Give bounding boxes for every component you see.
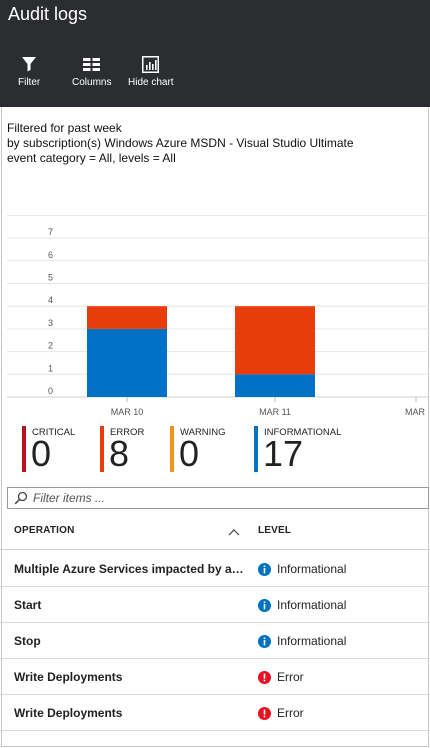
filter-period: Filtered for past week xyxy=(7,121,122,135)
filter-subscription: by subscription(s) Windows Azure MSDN - … xyxy=(7,136,354,150)
search-box[interactable] xyxy=(7,487,429,509)
level-cell: Informational xyxy=(258,562,346,576)
hide-chart-button[interactable]: Hide chart xyxy=(128,55,174,95)
y-tick-label: 6 xyxy=(48,250,53,260)
filter-button[interactable]: Filter xyxy=(18,55,40,95)
filter-summary: Filtered for past week by subscription(s… xyxy=(7,121,354,166)
error-icon xyxy=(258,670,271,684)
summary-label: ERROR xyxy=(110,427,145,438)
info-icon xyxy=(258,634,271,648)
columns-icon xyxy=(83,55,101,73)
bar-informational xyxy=(87,328,167,397)
columns-button[interactable]: Columns xyxy=(72,55,111,95)
operation-cell: Multiple Azure Services impacted by an u… xyxy=(14,562,250,576)
y-tick-label: 4 xyxy=(48,295,53,305)
bar-error xyxy=(87,306,167,329)
blade-header: Audit logs Filter Columns Hide chart xyxy=(0,0,430,107)
level-cell: Error xyxy=(258,670,304,684)
y-tick-label: 1 xyxy=(48,363,53,373)
level-text: Informational xyxy=(277,634,347,648)
y-tick-label: 2 xyxy=(48,341,53,351)
level-text: Informational xyxy=(277,598,347,612)
operation-cell: Write Deployments xyxy=(14,706,123,720)
level-cell: Informational xyxy=(258,598,346,612)
filter-category-levels: event category = All, levels = All xyxy=(7,151,176,165)
filter-icon xyxy=(21,55,37,73)
events-chart: 0 1 2 3 4 5 6 7 MAR 10 MAR 11 MAR xyxy=(7,215,430,417)
level-text: Error xyxy=(277,670,304,684)
summary-color-bar xyxy=(170,426,174,472)
bar-error xyxy=(235,306,315,375)
table-row[interactable]: Stop Informational xyxy=(0,623,430,659)
search-icon xyxy=(14,491,28,510)
level-text: Informational xyxy=(277,562,347,576)
level-cell: Error xyxy=(258,706,304,720)
bar-informational xyxy=(235,374,315,397)
y-tick-label: 0 xyxy=(48,386,53,396)
level-cell: Informational xyxy=(258,634,346,648)
summary-color-bar xyxy=(100,426,104,472)
operation-cell: Stop xyxy=(14,634,41,648)
summary-color-bar xyxy=(254,426,258,472)
columns-label: Columns xyxy=(72,77,112,88)
column-header-operation[interactable]: OPERATION xyxy=(14,525,75,536)
y-tick-label: 3 xyxy=(48,318,53,328)
operation-cell: Start xyxy=(14,598,42,612)
summary-count: 0 xyxy=(179,433,200,474)
info-icon xyxy=(258,598,271,612)
summary-label: WARNING xyxy=(180,427,226,438)
operation-cell: Write Deployments xyxy=(14,670,123,684)
x-tick-label: MAR 10 xyxy=(111,407,144,417)
y-tick-label: 5 xyxy=(48,273,53,283)
filter-label: Filter xyxy=(18,77,41,88)
summary-count: 17 xyxy=(263,433,304,474)
page-title: Audit logs xyxy=(8,4,88,24)
column-header-level[interactable]: LEVEL xyxy=(258,525,292,536)
summary-color-bar xyxy=(22,426,26,472)
x-tick-label: MAR 11 xyxy=(259,407,291,417)
hide-chart-label: Hide chart xyxy=(128,77,174,88)
blade-content xyxy=(1,107,429,747)
summary-count: 8 xyxy=(109,433,130,474)
table-row[interactable]: Multiple Azure Services impacted by an u… xyxy=(0,551,430,587)
chart-icon xyxy=(142,55,160,73)
info-icon xyxy=(258,562,271,576)
summary-count: 0 xyxy=(31,433,52,474)
table-row[interactable]: Write Deployments Error xyxy=(0,695,430,731)
table-row[interactable]: Start Informational xyxy=(0,587,430,623)
summary-label: INFORMATIONAL xyxy=(264,427,342,438)
table-row[interactable]: Write Deployments Error xyxy=(0,659,430,695)
summary-label: CRITICAL xyxy=(32,427,76,438)
sort-ascending-icon[interactable] xyxy=(228,523,240,541)
error-icon xyxy=(258,706,271,720)
search-input[interactable] xyxy=(33,490,413,506)
level-text: Error xyxy=(277,706,304,720)
y-tick-label: 7 xyxy=(48,227,53,237)
table-header: OPERATION LEVEL xyxy=(0,514,430,550)
x-tick-label: MAR xyxy=(405,407,426,417)
